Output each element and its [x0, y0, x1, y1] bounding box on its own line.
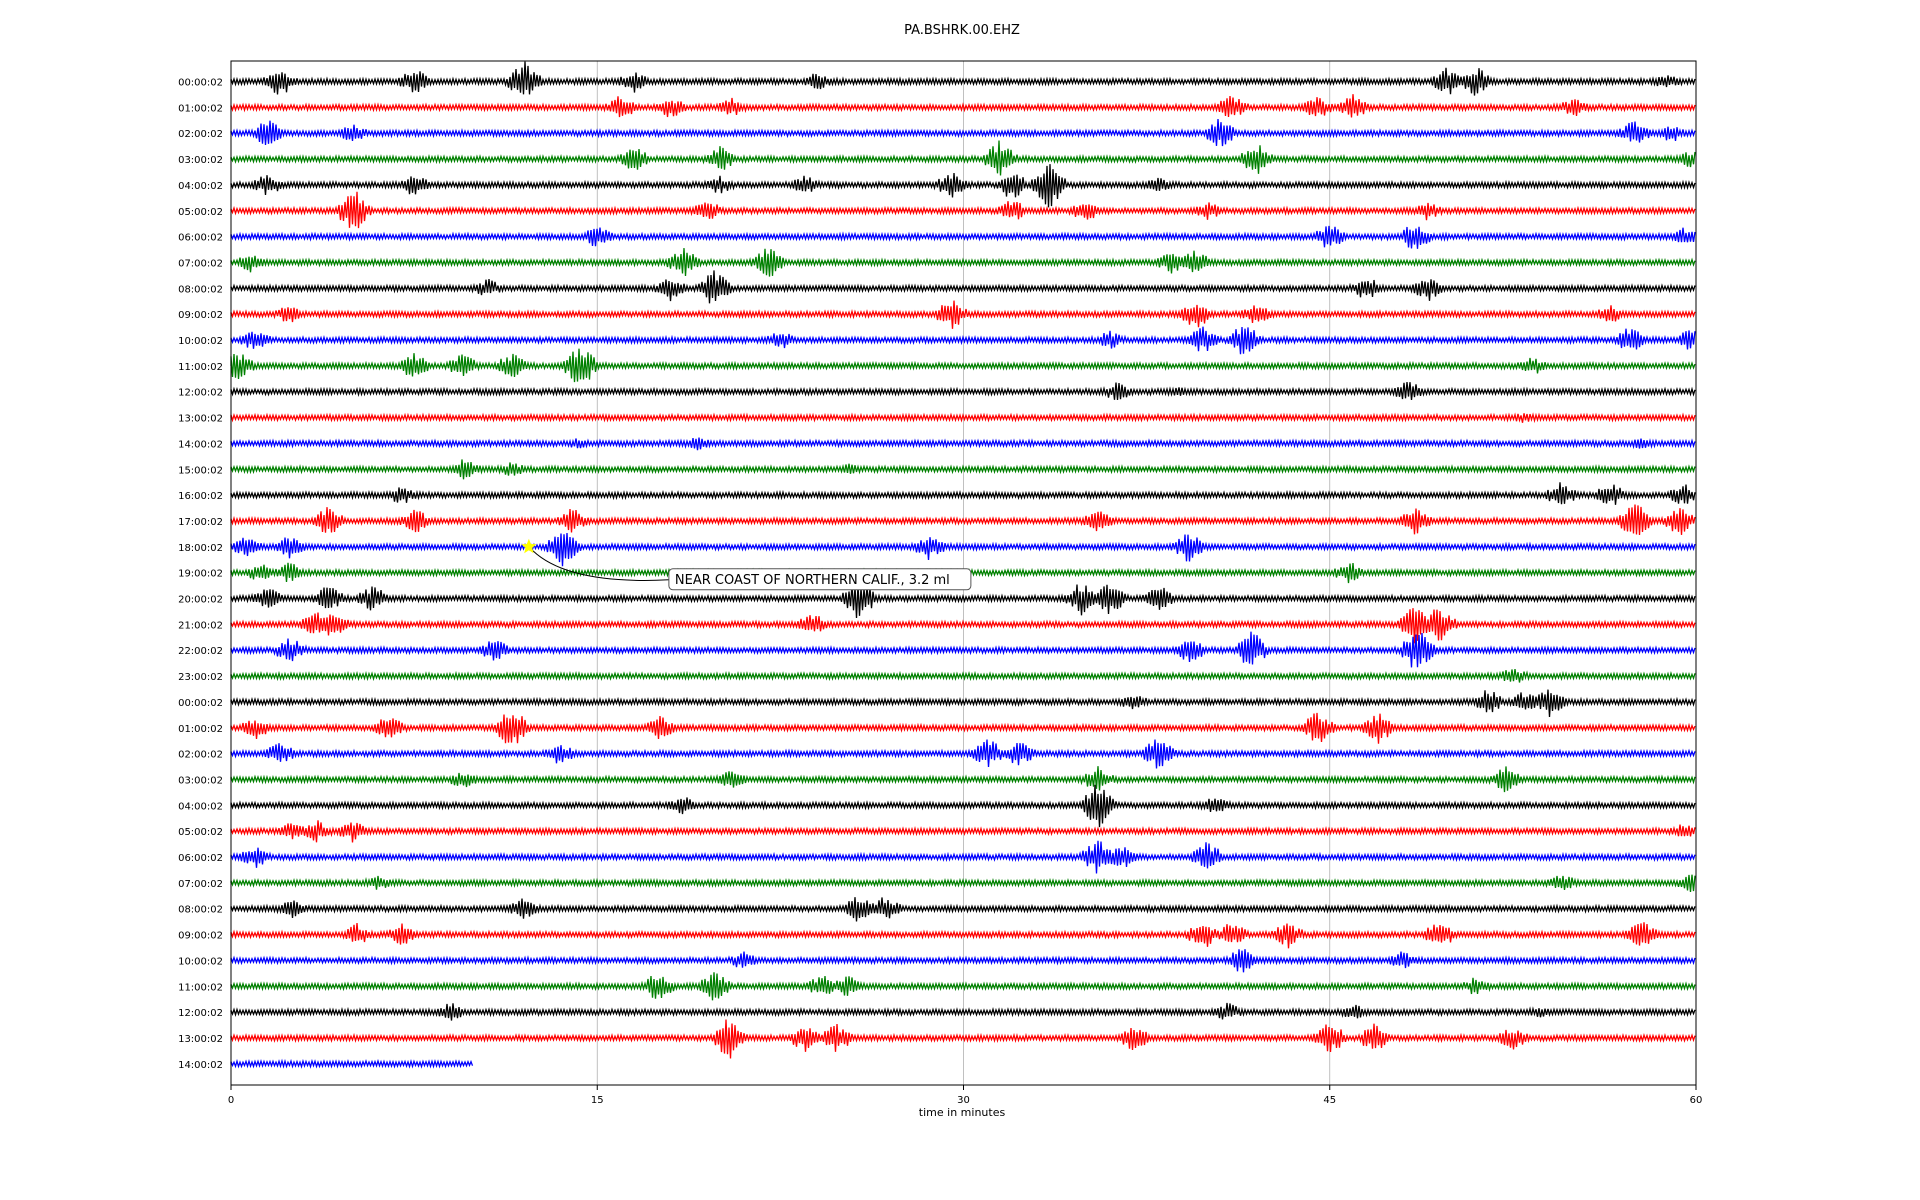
trace-line [230, 1019, 1696, 1059]
row-label: 03:00:02 [178, 155, 223, 166]
x-tick-label: 45 [1323, 1095, 1336, 1106]
trace-line [230, 533, 1696, 567]
row-label: 00:00:02 [178, 698, 223, 709]
trace-line [230, 972, 1696, 1001]
trace-line [230, 94, 1696, 118]
row-label: 16:00:02 [178, 491, 223, 502]
row-label: 13:00:02 [178, 414, 223, 425]
row-label: 05:00:02 [178, 827, 223, 838]
x-tick-label: 0 [228, 1095, 234, 1106]
trace-line [230, 631, 1696, 668]
trace-line [230, 61, 1696, 96]
trace-line [230, 608, 1696, 644]
row-label: 00:00:02 [178, 78, 223, 89]
row-label: 22:00:02 [178, 646, 223, 657]
row-label: 20:00:02 [178, 595, 223, 606]
x-tick-label: 30 [957, 1095, 970, 1106]
row-label: 08:00:02 [178, 905, 223, 916]
row-label: 02:00:02 [178, 129, 223, 140]
row-label: 10:00:02 [178, 956, 223, 967]
trace-line [230, 739, 1696, 769]
row-label: 13:00:02 [178, 1034, 223, 1045]
row-label: 05:00:02 [178, 207, 223, 218]
row-label: 18:00:02 [178, 543, 223, 554]
trace-line [230, 669, 1696, 683]
row-label: 12:00:02 [178, 388, 223, 399]
row-label: 01:00:02 [178, 103, 223, 114]
trace-line [230, 412, 1696, 424]
trace-line [230, 300, 1696, 329]
trace-line [230, 248, 1696, 277]
row-label: 15:00:02 [178, 465, 223, 476]
annotation-box [668, 568, 972, 591]
row-label: 04:00:02 [178, 801, 223, 812]
x-tick-label: 60 [1690, 1095, 1703, 1106]
trace-line [230, 689, 1696, 718]
trace-line [230, 191, 1696, 229]
row-label: 10:00:02 [178, 336, 223, 347]
trace-rows [230, 61, 1696, 1069]
trace-line [230, 820, 1696, 843]
x-axis-ticks: 0 15 30 45 60 [228, 1085, 1703, 1106]
row-label: 07:00:02 [178, 879, 223, 890]
row-label: 14:00:02 [178, 1060, 223, 1071]
row-label: 04:00:02 [178, 181, 223, 192]
row-labels: 00:00:02 01:00:02 02:00:02 03:00:02 04:00:02… [178, 78, 223, 1071]
x-tick-label: 15 [591, 1095, 604, 1106]
row-label: 23:00:02 [178, 672, 223, 683]
event-star-marker [521, 538, 537, 554]
trace-line [230, 118, 1696, 147]
trace-line [230, 225, 1696, 249]
annotation-label: NEAR COAST OF NORTHERN CALIF., 3.2 ml [675, 573, 950, 588]
row-label: 17:00:02 [178, 517, 223, 528]
row-label: 06:00:02 [178, 853, 223, 864]
trace-line [230, 1058, 474, 1069]
row-label: 11:00:02 [178, 982, 223, 993]
trace-line [230, 348, 1696, 383]
x-axis-label: time in minutes [919, 1106, 1006, 1119]
trace-line [230, 922, 1696, 949]
row-label: 14:00:02 [178, 439, 223, 450]
trace-line [230, 140, 1696, 176]
trace-line [230, 840, 1696, 874]
row-label: 12:00:02 [178, 1008, 223, 1019]
trace-line [230, 482, 1696, 505]
row-label: 11:00:02 [178, 362, 223, 373]
trace-line [230, 584, 1696, 619]
trace-line [230, 784, 1696, 828]
row-label: 01:00:02 [178, 724, 223, 735]
trace-line [230, 949, 1696, 973]
trace-line [230, 712, 1696, 744]
trace-line [230, 1002, 1696, 1021]
trace-line [230, 382, 1696, 400]
row-label: 03:00:02 [178, 775, 223, 786]
annotation-leader-line [532, 550, 669, 581]
row-label: 08:00:02 [178, 284, 223, 295]
chart-title: PA.BSHRK.00.EHZ [904, 23, 1020, 38]
trace-line [230, 164, 1696, 208]
trace-line [230, 326, 1696, 355]
row-label: 09:00:02 [178, 931, 223, 942]
trace-line [230, 504, 1696, 536]
trace-line [230, 897, 1696, 922]
row-label: 21:00:02 [178, 620, 223, 631]
row-label: 02:00:02 [178, 750, 223, 761]
event-annotation: NEAR COAST OF NORTHERN CALIF., 3.2 ml [521, 538, 972, 591]
trace-line [230, 459, 1696, 480]
row-label: 19:00:02 [178, 569, 223, 580]
trace-line [230, 270, 1696, 304]
trace-line [230, 437, 1696, 451]
trace-line [230, 766, 1696, 793]
row-label: 06:00:02 [178, 233, 223, 244]
trace-line [230, 874, 1696, 893]
row-label: 09:00:02 [178, 310, 223, 321]
row-label: 07:00:02 [178, 258, 223, 269]
